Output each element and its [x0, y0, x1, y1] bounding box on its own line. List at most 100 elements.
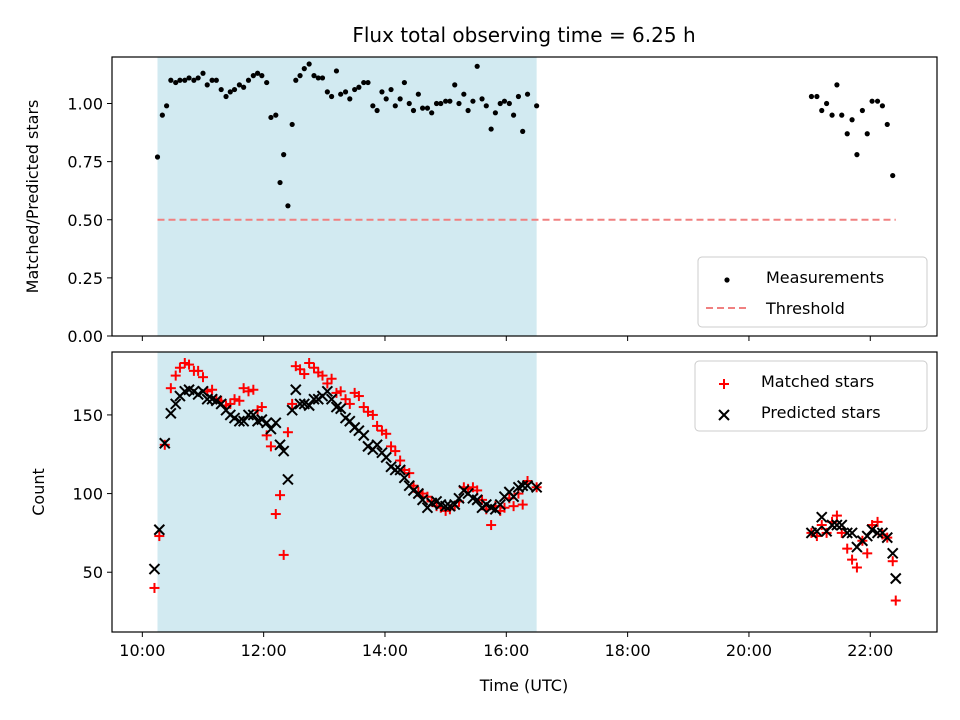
legend-entry: Threshold [765, 299, 845, 318]
data-point [223, 93, 229, 100]
data-point [356, 84, 362, 90]
data-point [866, 524, 878, 536]
data-point [492, 110, 498, 116]
data-point [306, 61, 312, 67]
data-point [447, 98, 453, 104]
data-point [282, 427, 293, 438]
data-point [379, 89, 385, 95]
data-point [165, 407, 177, 420]
data-point [846, 527, 858, 539]
data-point [311, 73, 317, 79]
data-point [289, 121, 295, 128]
data-point [861, 530, 873, 542]
data-point [381, 428, 392, 439]
legend-box [694, 360, 928, 432]
data-point [494, 498, 506, 511]
data-point [197, 372, 208, 383]
data-point [293, 77, 299, 83]
data-point [169, 398, 182, 410]
data-point [237, 415, 250, 427]
data-point [193, 365, 204, 376]
data-point [841, 527, 853, 539]
data-point [443, 98, 449, 104]
data-point [392, 103, 398, 109]
data-point [301, 66, 307, 72]
data-point [281, 152, 287, 158]
x-tick-label: 14:00 [362, 641, 408, 660]
data-point [335, 386, 346, 397]
series-predicted-stars [148, 384, 902, 585]
data-point [174, 362, 185, 373]
y-tick-label: 0.25 [67, 269, 103, 288]
data-point [826, 519, 838, 531]
data-point [274, 439, 286, 451]
data-point [282, 473, 294, 486]
data-point [449, 498, 461, 511]
data-point [154, 531, 165, 542]
y-tick-label: 0.75 [67, 153, 103, 172]
data-point [859, 107, 865, 114]
data-point [270, 509, 281, 520]
data-point [372, 420, 383, 431]
data-point [256, 402, 267, 413]
axes-frame [111, 351, 938, 633]
axes-frame [111, 56, 938, 337]
data-point [277, 179, 283, 186]
data-point [831, 519, 843, 531]
data-point [814, 93, 820, 100]
data-point [321, 385, 334, 398]
data-point [265, 423, 277, 435]
data-point [285, 203, 291, 209]
data-point [342, 89, 349, 95]
data-point [854, 152, 860, 158]
data-point [388, 86, 394, 93]
data-point [398, 472, 411, 484]
data-point [869, 98, 875, 104]
data-point [453, 492, 465, 504]
data-point [456, 100, 462, 107]
data-point [862, 548, 873, 559]
data-point [268, 114, 274, 121]
data-point [352, 86, 358, 93]
data-point [520, 128, 526, 134]
data-point [328, 93, 335, 100]
data-point [394, 464, 406, 476]
shaded-observing-span [157, 352, 537, 632]
data-point [229, 394, 240, 405]
legend-entry: Matched stars [761, 372, 874, 391]
data-point [524, 91, 531, 97]
data-point [488, 126, 494, 132]
data-point [218, 86, 224, 93]
data-point [303, 399, 315, 412]
y-tick-label: 1.00 [67, 95, 103, 114]
data-point [510, 112, 517, 118]
data-point [374, 107, 380, 114]
data-point [361, 79, 367, 86]
data-point [233, 415, 246, 427]
data-point [236, 82, 242, 88]
data-point [168, 77, 174, 83]
data-point [874, 98, 881, 104]
data-point [173, 79, 179, 86]
data-point [887, 556, 898, 567]
data-point [884, 121, 890, 128]
data-point [839, 112, 845, 118]
data-point [370, 103, 376, 109]
data-point [465, 107, 471, 114]
data-point [347, 96, 353, 102]
data-point [816, 511, 828, 523]
data-point [881, 531, 893, 544]
data-point [521, 480, 534, 492]
data-point [247, 409, 260, 421]
data-point [516, 480, 529, 492]
legend: Measurements Threshold [697, 256, 928, 328]
data-point [264, 79, 270, 86]
data-point [333, 68, 340, 74]
y-axis-label: Matched/Predicted stars [23, 100, 42, 294]
data-point [879, 103, 886, 109]
data-point [324, 89, 330, 95]
data-point [497, 100, 503, 107]
x-tick-label: 20:00 [726, 641, 772, 660]
data-point [461, 91, 467, 97]
data-point [234, 395, 245, 406]
